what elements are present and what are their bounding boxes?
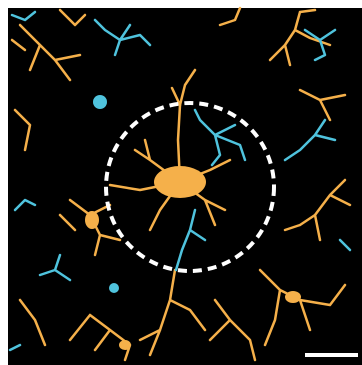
roi-circle: [104, 101, 276, 273]
orange-cells: [10, 6, 352, 362]
cyan-cells: [8, 10, 352, 352]
